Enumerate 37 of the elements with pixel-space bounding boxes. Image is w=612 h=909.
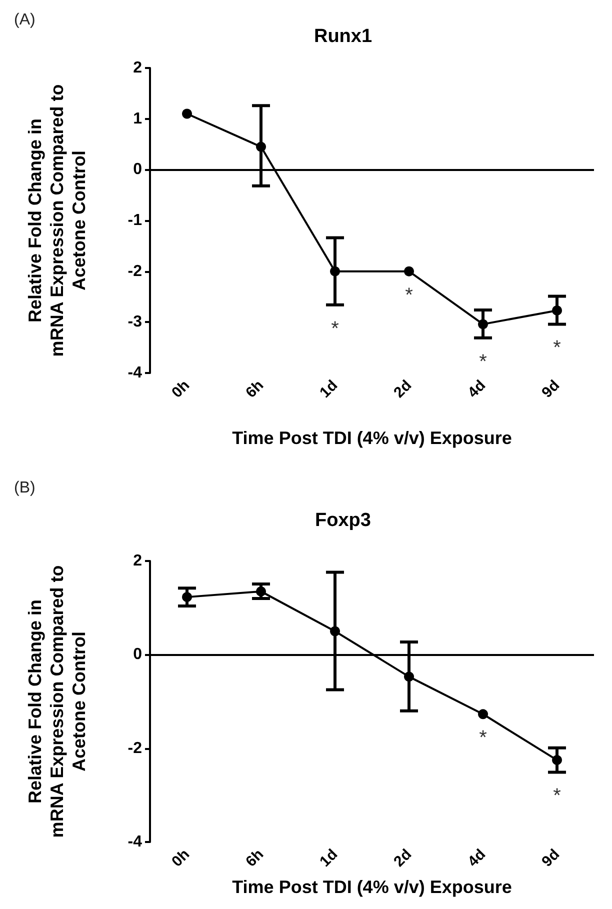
x-tick-label: 4d — [464, 846, 490, 870]
y-tick-label: -1 — [128, 212, 142, 229]
y-tick-label: 1 — [133, 110, 142, 128]
y-tick-label: -3 — [128, 314, 142, 331]
x-tick-label: 0h — [168, 376, 194, 402]
annotation: * — [405, 284, 414, 306]
y-tick-label: -4 — [128, 834, 142, 850]
x-axis-title: Time Post TDI (4% v/v) Exposure — [232, 877, 512, 897]
x-tick-label: 2d — [390, 376, 416, 402]
annotation: * — [553, 785, 562, 808]
annotation: * — [479, 727, 488, 750]
y-tick-label: -2 — [128, 262, 142, 280]
y-tick-label: -4 — [128, 364, 142, 382]
annotation: * — [479, 350, 488, 373]
chart-title: Foxp3 — [315, 510, 371, 531]
annotation: * — [553, 337, 562, 360]
x-tick-label: 2d — [390, 846, 416, 870]
x-tick-label: 6h — [242, 846, 268, 870]
y-axis-title: Relative Fold Change in mRNA Expression Compared to Acetone Control — [25, 565, 89, 838]
x-axis-title: Time Post TDI (4% v/v) Exposure — [232, 428, 512, 448]
y-tick-label: 2 — [133, 552, 142, 570]
x-tick-label: 1d — [316, 376, 342, 402]
y-tick-label: -2 — [128, 740, 142, 757]
x-tick-label: 4d — [464, 376, 490, 402]
x-tick-label: 9d — [538, 846, 564, 870]
y-tick-label: 2 — [133, 60, 142, 76]
text: (A) — [14, 12, 36, 28]
y-tick-label: 0 — [133, 161, 142, 178]
x-tick-label: 6h — [242, 376, 268, 402]
x-tick-label: 1d — [316, 846, 342, 870]
text: (B) — [14, 480, 36, 496]
chart-title: Runx1 — [314, 26, 372, 47]
x-tick-label: 0h — [168, 846, 194, 870]
y-axis-title: Relative Fold Change in mRNA Expression Compared to Acetone Control — [25, 84, 89, 357]
y-tick-label: 0 — [133, 646, 142, 664]
x-tick-label: 9d — [538, 376, 564, 402]
annotation: * — [331, 318, 340, 340]
